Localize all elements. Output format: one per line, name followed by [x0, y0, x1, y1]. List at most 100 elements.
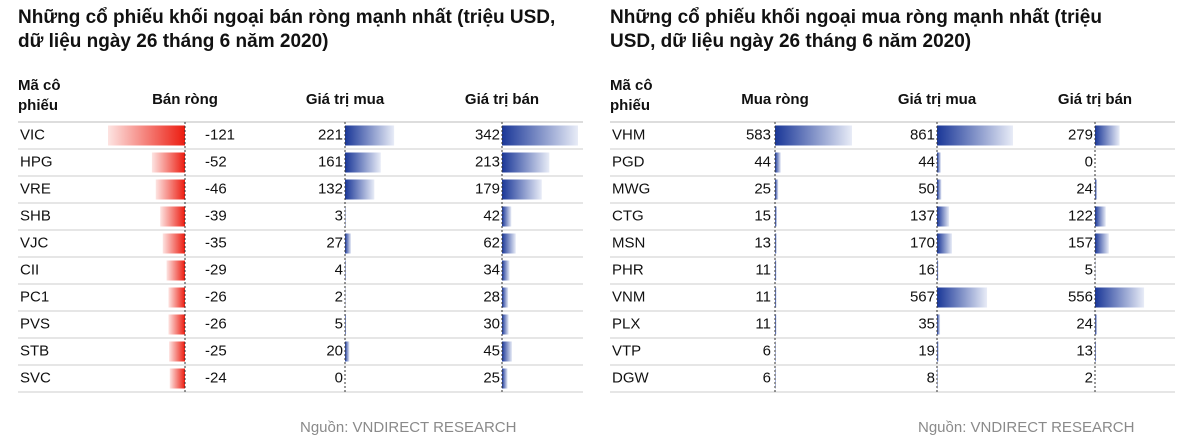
stock-code: VHM — [612, 126, 645, 143]
net-value: -29 — [205, 261, 227, 278]
net-value: 6 — [763, 369, 771, 386]
value-bar — [502, 341, 512, 362]
column-header: Mã cô phiếu — [18, 77, 61, 114]
value-text: 4 — [335, 261, 343, 278]
value-bar — [1095, 179, 1098, 200]
value-bar — [502, 152, 550, 173]
value-bar — [937, 287, 988, 308]
table-title-box: Những cổ phiếu khối ngoại bán ròng mạnh … — [18, 7, 556, 52]
net-bar — [775, 206, 777, 227]
net-bar — [162, 233, 185, 254]
value-bar — [937, 179, 942, 200]
net-value: -25 — [205, 342, 227, 359]
value-bar — [1095, 287, 1145, 308]
value-text: 342 — [475, 126, 500, 143]
value-text: 25 — [483, 369, 500, 386]
value-bar — [1095, 314, 1098, 335]
column-header: Giá trị bán — [465, 91, 539, 108]
value-bar — [345, 179, 375, 200]
value-bar — [345, 233, 351, 254]
value-bar — [937, 314, 941, 335]
value-bar — [502, 206, 512, 227]
value-text: 35 — [918, 315, 935, 332]
value-text: 62 — [483, 234, 500, 251]
value-bar — [502, 233, 516, 254]
stock-code: SVC — [20, 369, 51, 386]
value-text: 0 — [1085, 153, 1093, 170]
table-title: Những cổ phiếu khối ngoại mua ròng mạnh … — [610, 7, 1102, 52]
value-bar — [1095, 341, 1097, 362]
value-bar — [937, 125, 1013, 146]
value-text: 213 — [475, 153, 500, 170]
stock-code: PLX — [612, 315, 640, 332]
net-value: 583 — [746, 126, 771, 143]
net-bar — [108, 125, 185, 146]
stock-code: VJC — [20, 234, 49, 251]
source-note: Nguồn: VNDIRECT RESEARCH — [300, 419, 516, 436]
value-text: 20 — [326, 342, 343, 359]
column-header: Mua ròng — [741, 91, 809, 108]
value-bar — [1095, 125, 1120, 146]
value-bar — [502, 179, 542, 200]
net-bar — [775, 125, 852, 146]
net-bar — [775, 260, 777, 281]
stock-code: PC1 — [20, 288, 49, 305]
value-text: 157 — [1068, 234, 1093, 251]
value-bar — [937, 206, 950, 227]
value-text: 24 — [1076, 180, 1093, 197]
net-bar — [155, 179, 185, 200]
net-value: -46 — [205, 180, 227, 197]
value-text: 132 — [318, 180, 343, 197]
column-header: Bán ròng — [152, 91, 218, 108]
stock-code: VIC — [20, 126, 45, 143]
value-bar — [937, 233, 953, 254]
value-text: 13 — [1076, 342, 1093, 359]
net-bar — [166, 260, 185, 281]
net-value: 11 — [755, 288, 771, 305]
net-value: -52 — [205, 153, 227, 170]
value-bar — [937, 152, 941, 173]
stock-code: VTP — [612, 342, 641, 359]
net-bar — [775, 233, 777, 254]
stock-code: MWG — [612, 180, 650, 197]
value-bar — [937, 260, 939, 281]
net-bar — [775, 179, 779, 200]
value-bar — [502, 314, 509, 335]
stock-code: STB — [20, 342, 49, 359]
net-value: -24 — [205, 369, 227, 386]
value-text: 161 — [318, 153, 343, 170]
value-bar — [345, 152, 381, 173]
net-value: 6 — [763, 342, 771, 359]
column-header: Giá trị bán — [1058, 91, 1132, 108]
value-text: 34 — [483, 261, 500, 278]
value-bar — [345, 314, 347, 335]
value-text: 2 — [1085, 369, 1093, 386]
value-bar — [345, 341, 350, 362]
net-bar — [775, 314, 777, 335]
value-bar — [1095, 206, 1106, 227]
value-text: 0 — [335, 369, 343, 386]
value-text: 861 — [910, 126, 935, 143]
stock-code: CTG — [612, 207, 644, 224]
table-title: Những cổ phiếu khối ngoại bán ròng mạnh … — [18, 7, 556, 52]
value-text: 179 — [475, 180, 500, 197]
stock-code: VRE — [20, 180, 51, 197]
value-text: 16 — [918, 261, 935, 278]
net-bar — [169, 341, 185, 362]
value-text: 8 — [927, 369, 935, 386]
stock-code: CII — [20, 261, 39, 278]
value-bar — [345, 206, 346, 227]
net-value: -35 — [205, 234, 227, 251]
value-bar — [502, 125, 578, 146]
value-bar — [502, 260, 510, 281]
value-text: 5 — [335, 315, 343, 332]
column-header: Mã cô phiếu — [610, 77, 653, 114]
stock-code: DGW — [612, 369, 650, 386]
column-header-box: Mã cô phiếu — [610, 77, 653, 114]
value-text: 221 — [318, 126, 343, 143]
value-text: 567 — [910, 288, 935, 305]
net-value: -26 — [205, 288, 227, 305]
stock-code: VNM — [612, 288, 645, 305]
net-value: 15 — [754, 207, 771, 224]
column-header-box: Mã cô phiếu — [18, 77, 61, 114]
